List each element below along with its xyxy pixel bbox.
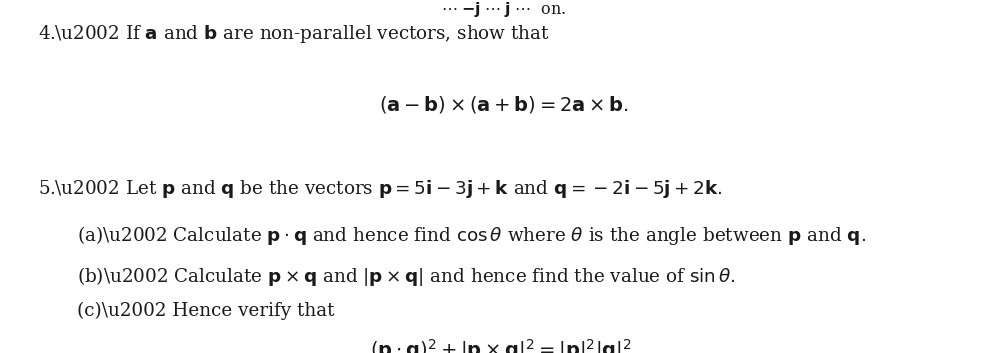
- Text: (c)\u2002 Hence verify that: (c)\u2002 Hence verify that: [77, 302, 334, 320]
- Text: (a)\u2002 Calculate $\mathbf{p} \cdot \mathbf{q}$ and hence find $\cos\theta$ wh: (a)\u2002 Calculate $\mathbf{p} \cdot \m…: [77, 224, 866, 247]
- Text: 4.\u2002 If $\mathbf{a}$ and $\mathbf{b}$ are non-parallel vectors, show that: 4.\u2002 If $\mathbf{a}$ and $\mathbf{b}…: [38, 23, 550, 45]
- Text: $\cdots\;\mathbf{-j}\;\cdots\;\mathbf{j}\;\cdots$  on.: $\cdots\;\mathbf{-j}\;\cdots\;\mathbf{j}…: [442, 0, 566, 19]
- Text: (b)\u2002 Calculate $\mathbf{p} \times \mathbf{q}$ and $|\mathbf{p} \times \math: (b)\u2002 Calculate $\mathbf{p} \times \…: [77, 265, 736, 288]
- Text: $(\mathbf{p} \cdot \mathbf{q})^2 + |\mathbf{p} \times \mathbf{q}|^2 = |\mathbf{p: $(\mathbf{p} \cdot \mathbf{q})^2 + |\mat…: [370, 337, 638, 353]
- Text: $(\mathbf{a} - \mathbf{b}) \times (\mathbf{a} + \mathbf{b}) = 2\mathbf{a} \times: $(\mathbf{a} - \mathbf{b}) \times (\math…: [379, 94, 629, 114]
- Text: 5.\u2002 Let $\mathbf{p}$ and $\mathbf{q}$ be the vectors $\mathbf{p} = 5\mathbf: 5.\u2002 Let $\mathbf{p}$ and $\mathbf{q…: [38, 178, 723, 200]
